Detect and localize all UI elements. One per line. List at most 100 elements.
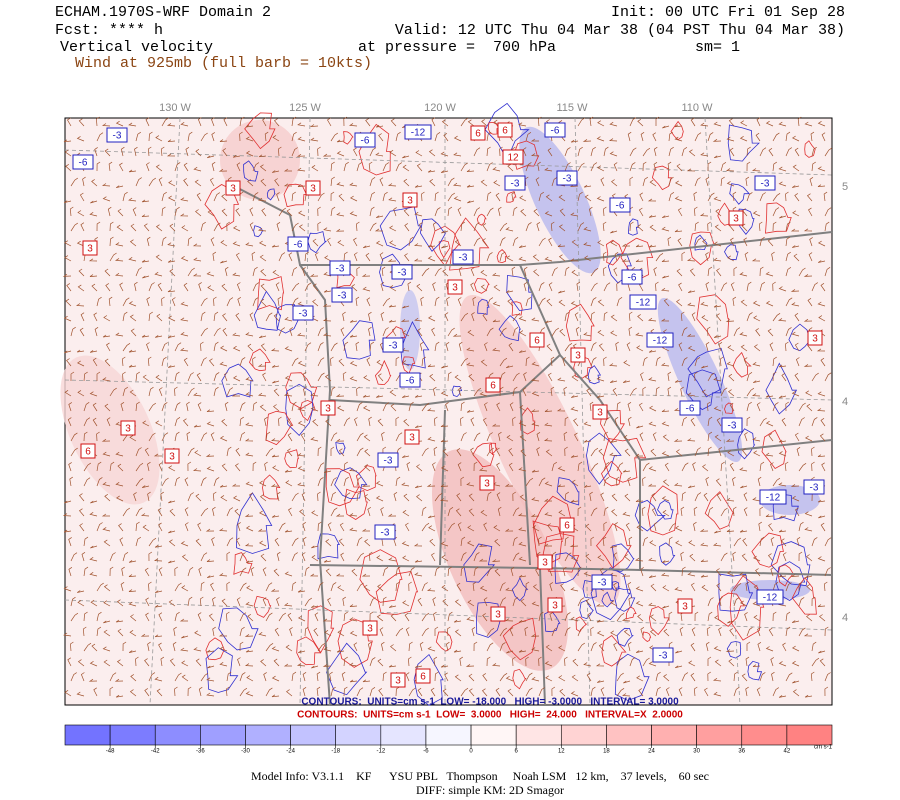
- wind-barb: [102, 377, 111, 382]
- wind-barb: [379, 627, 384, 637]
- wind-barb: [226, 551, 231, 562]
- wind-barb: [611, 493, 618, 502]
- wind-barb: [757, 627, 761, 637]
- wind-barb: [778, 286, 787, 292]
- wind-barb: [549, 612, 554, 622]
- wind-barb: [96, 477, 103, 487]
- wind-barb: [705, 641, 710, 652]
- wind-barb: [589, 206, 593, 217]
- wind-barb: [168, 500, 176, 504]
- contour-label-box: [756, 589, 784, 605]
- wind-barb: [732, 551, 736, 562]
- wind-barb: [525, 672, 533, 682]
- wind-barb: [729, 462, 735, 472]
- wind-barb: [284, 375, 293, 382]
- wind-barb: [701, 389, 709, 397]
- wind-barb: [570, 691, 579, 697]
- wind-barb: [351, 284, 358, 292]
- wind-barb: [714, 155, 722, 159]
- wind-barb: [530, 378, 540, 382]
- wind-barb: [342, 596, 346, 607]
- wind-barb: [284, 571, 293, 577]
- wind-barb: [271, 515, 280, 518]
- wind-barb: [120, 582, 125, 592]
- wind-barb: [135, 447, 142, 457]
- wind-barb: [129, 689, 137, 697]
- wind-barb: [577, 191, 583, 202]
- wind-barb: [343, 461, 348, 472]
- wind-barb: [530, 634, 540, 637]
- wind-barb: [187, 267, 195, 277]
- wind-barb: [395, 131, 401, 142]
- wind-barb: [746, 627, 753, 637]
- colorbar-box: [335, 724, 382, 746]
- colorbar-tick-label: 6: [515, 749, 519, 755]
- wind-barb: [804, 694, 813, 698]
- wind-barb: [291, 552, 298, 562]
- wind-barb: [817, 240, 826, 247]
- wind-barb: [402, 600, 410, 607]
- wind-barb: [687, 302, 696, 307]
- wind-barb: [662, 434, 670, 442]
- colorbar-tick-label: -42: [151, 749, 160, 755]
- wind-barb: [648, 405, 657, 412]
- wind-barb: [200, 507, 209, 517]
- wind-barb: [655, 116, 660, 126]
- wind-barb: [211, 117, 215, 127]
- wind-barb: [791, 391, 800, 397]
- wind-barb: [655, 356, 661, 367]
- wind-barb: [746, 641, 751, 651]
- wind-barb: [628, 536, 633, 547]
- wind-barb: [687, 392, 696, 397]
- wind-barb: [753, 450, 761, 457]
- wind-barb: [512, 206, 518, 217]
- contour-line: [657, 500, 674, 520]
- wind-barb: [408, 236, 414, 247]
- wind-barb: [564, 266, 570, 277]
- wind-barb: [421, 627, 429, 637]
- wind-barb: [265, 687, 273, 697]
- wind-barb: [440, 484, 449, 487]
- contour-line: [265, 410, 294, 446]
- wind-barb: [377, 658, 384, 667]
- wind-barb: [473, 207, 480, 217]
- contour-label-box: [646, 332, 674, 348]
- wind-barb: [192, 273, 202, 277]
- wind-barb: [270, 484, 280, 487]
- wind-barb: [562, 357, 566, 367]
- wind-barb: [817, 499, 826, 503]
- wind-barb: [181, 585, 189, 592]
- wind-barb: [260, 298, 267, 307]
- wind-barb: [343, 251, 348, 262]
- wind-barb: [499, 251, 505, 262]
- wind-barb: [109, 461, 115, 472]
- wind-barb: [174, 686, 178, 697]
- wind-barb: [639, 192, 644, 202]
- wind-barb: [103, 659, 111, 667]
- wind-barb: [323, 289, 332, 293]
- wind-barb: [782, 642, 787, 652]
- wind-barb: [752, 300, 761, 307]
- wind-barb: [327, 522, 332, 532]
- wind-barb: [597, 395, 605, 398]
- wind-barb: [486, 297, 494, 307]
- wind-barb: [732, 191, 737, 202]
- model-info: Model Info: V3.1.1 KF YSU PBL Thompson N…: [251, 769, 709, 783]
- wind-barb: [536, 447, 540, 457]
- contour-label: -3: [113, 131, 122, 142]
- wind-barb: [743, 492, 748, 502]
- wind-barb: [714, 530, 722, 534]
- wind-barb: [369, 687, 376, 697]
- wind-barb: [349, 679, 358, 683]
- wind-barb: [642, 462, 650, 472]
- wind-barb: [180, 197, 189, 202]
- wind-barb: [590, 146, 596, 157]
- wind-barb: [746, 387, 755, 397]
- contour-label: 3: [407, 196, 413, 207]
- wind-barb: [90, 200, 98, 204]
- wind-barb: [130, 328, 137, 337]
- wind-barb: [135, 536, 141, 547]
- contour-label-box: [354, 132, 376, 148]
- wind-barb: [714, 615, 722, 622]
- wind-barb: [430, 687, 436, 697]
